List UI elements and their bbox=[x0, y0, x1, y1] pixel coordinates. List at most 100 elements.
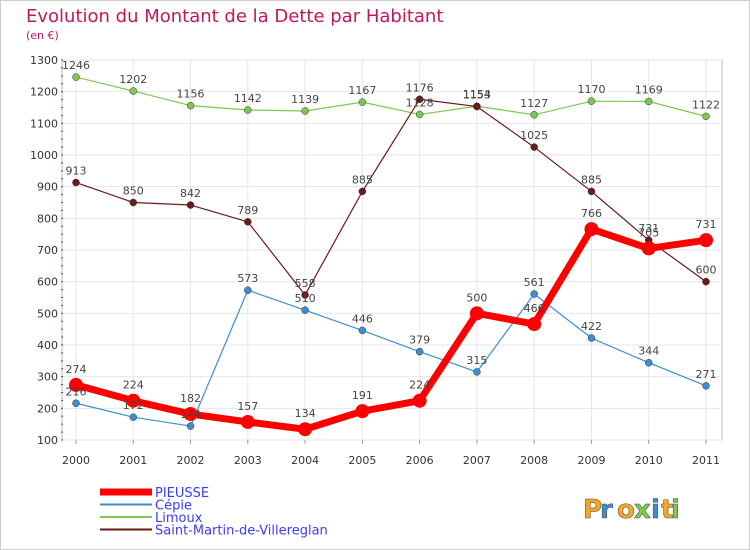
data-label-limoux: 1246 bbox=[62, 59, 90, 72]
point-pieusse bbox=[584, 222, 599, 237]
data-label-cepie: 573 bbox=[237, 272, 258, 285]
point-pieusse bbox=[469, 306, 484, 321]
data-label-limoux: 1139 bbox=[291, 93, 319, 106]
point-pieusse bbox=[699, 233, 713, 248]
data-label-saint-martin-de-villereglan: 1025 bbox=[520, 129, 548, 142]
data-label-pieusse: 224 bbox=[123, 379, 144, 392]
data-label-cepie: 344 bbox=[638, 345, 659, 358]
series-line-pieusse bbox=[75, 225, 707, 433]
point-pieusse bbox=[641, 241, 656, 256]
legend-label: Saint-Martin-de-Villereglan bbox=[155, 524, 328, 539]
data-label-cepie: 561 bbox=[524, 276, 545, 289]
data-label-pieusse: 705 bbox=[638, 226, 659, 239]
data-label-pieusse: 500 bbox=[466, 291, 487, 304]
y-tick-label: 400 bbox=[37, 339, 58, 352]
logo-letter: r bbox=[600, 495, 613, 525]
y-tick-label: 600 bbox=[37, 276, 58, 289]
data-label-pieusse: 274 bbox=[66, 363, 87, 376]
y-tick-label: 900 bbox=[37, 181, 58, 194]
series-line-cepie bbox=[75, 289, 707, 427]
y-tick-label: 100 bbox=[37, 434, 58, 447]
x-tick-label: 2011 bbox=[692, 454, 720, 467]
y-axis: 100 200 300 400 500 600 700 800 900 1000 1100 1200 1… bbox=[30, 54, 63, 447]
point-cepie bbox=[473, 368, 481, 376]
point-saint-martin-de-villereglan bbox=[244, 218, 252, 226]
data-label-saint-martin-de-villereglan: 558 bbox=[295, 277, 316, 290]
y-tick-label: 1100 bbox=[30, 117, 58, 130]
point-limoux bbox=[301, 107, 309, 115]
data-label-saint-martin-de-villereglan: 913 bbox=[66, 165, 87, 178]
legend-label: Cépie bbox=[155, 499, 192, 514]
x-tick-label: 2008 bbox=[520, 454, 548, 467]
data-label-pieusse: 466 bbox=[524, 302, 545, 315]
y-tick-label: 1300 bbox=[30, 54, 58, 67]
data-label-limoux: 1128 bbox=[406, 96, 434, 109]
data-label-cepie: 144 bbox=[180, 408, 201, 421]
data-label-saint-martin-de-villereglan: 842 bbox=[180, 187, 201, 200]
point-pieusse bbox=[183, 407, 198, 422]
data-label-limoux: 1142 bbox=[234, 92, 262, 105]
point-saint-martin-de-villereglan bbox=[530, 143, 538, 151]
legend-label: PIEUSSE bbox=[155, 486, 209, 501]
data-labels: 1246 1202 1156 1142 1139 1167 1128 1154 1127 1170… bbox=[62, 59, 720, 421]
data-label-saint-martin-de-villereglan: 1153 bbox=[463, 89, 491, 102]
y-tick-label: 300 bbox=[37, 371, 58, 384]
point-saint-martin-de-villereglan bbox=[587, 187, 596, 196]
point-limoux bbox=[644, 97, 653, 106]
data-label-pieusse: 182 bbox=[180, 392, 201, 405]
y-tick-label: 500 bbox=[37, 307, 58, 320]
data-label-limoux: 1122 bbox=[692, 98, 720, 111]
point-saint-martin-de-villereglan bbox=[186, 201, 195, 209]
point-pieusse bbox=[527, 317, 542, 332]
point-cepie bbox=[301, 306, 309, 314]
x-tick-label: 2009 bbox=[577, 454, 605, 467]
point-cepie bbox=[415, 347, 424, 356]
point-limoux bbox=[587, 97, 596, 105]
point-saint-martin-de-villereglan bbox=[473, 102, 481, 111]
point-pieusse bbox=[298, 422, 313, 437]
data-label-limoux: 1167 bbox=[348, 84, 376, 97]
point-saint-martin-de-villereglan bbox=[129, 198, 138, 207]
data-label-limoux: 1169 bbox=[635, 83, 663, 96]
y-tick-label: 1000 bbox=[30, 149, 58, 162]
data-label-limoux: 1202 bbox=[119, 73, 147, 86]
data-label-pieusse: 134 bbox=[295, 407, 316, 420]
data-label-saint-martin-de-villereglan: 850 bbox=[123, 185, 144, 198]
proxiti-logo: Pr o x i ti bbox=[583, 495, 681, 526]
point-cepie bbox=[644, 358, 653, 367]
point-cepie bbox=[530, 290, 538, 298]
data-label-saint-martin-de-villereglan: 600 bbox=[696, 264, 717, 277]
x-tick-label: 2006 bbox=[406, 454, 434, 467]
chart-subtitle: (en €) bbox=[26, 29, 59, 42]
logo-letter: i bbox=[671, 495, 680, 525]
data-label-limoux: 1127 bbox=[520, 97, 548, 110]
point-limoux bbox=[244, 106, 252, 114]
series-line-limoux bbox=[75, 76, 707, 117]
y-tick-label: 800 bbox=[37, 212, 58, 225]
point-limoux bbox=[415, 110, 424, 119]
data-label-pieusse: 157 bbox=[237, 400, 258, 413]
x-tick-label: 2002 bbox=[177, 454, 205, 467]
data-label-limoux: 1154 bbox=[463, 88, 491, 101]
x-tick-label: 2005 bbox=[348, 454, 376, 467]
point-saint-martin-de-villereglan bbox=[415, 95, 424, 104]
x-tick-label: 2004 bbox=[291, 454, 319, 467]
point-cepie bbox=[702, 382, 710, 390]
point-pieusse bbox=[69, 377, 83, 392]
point-limoux bbox=[530, 111, 538, 119]
logo-letter: t bbox=[661, 495, 673, 525]
y-tick-label: 200 bbox=[37, 402, 58, 415]
data-label-cepie: 172 bbox=[123, 399, 144, 412]
point-cepie bbox=[244, 286, 252, 294]
point-saint-martin-de-villereglan bbox=[358, 187, 367, 196]
logo-letter: o bbox=[617, 495, 635, 525]
point-pieusse bbox=[355, 404, 370, 419]
data-label-limoux: 1156 bbox=[177, 88, 205, 101]
x-tick-label: 2000 bbox=[62, 454, 90, 467]
point-limoux bbox=[129, 87, 138, 95]
point-cepie bbox=[186, 422, 195, 430]
y-tick-label: 700 bbox=[37, 244, 58, 257]
logo-letter: x bbox=[634, 495, 651, 525]
